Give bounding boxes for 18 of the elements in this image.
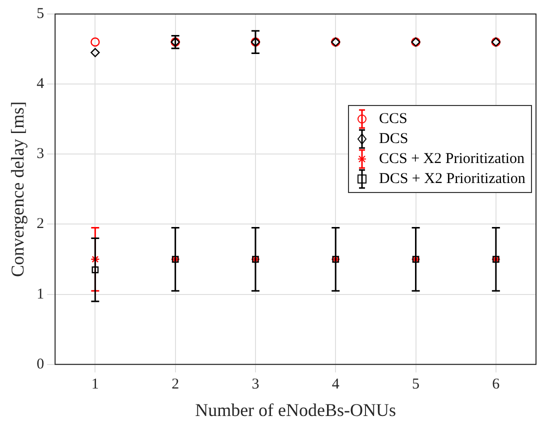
y-tick-label: 2 (36, 216, 44, 232)
y-tick-label: 0 (36, 356, 44, 372)
x-tick-label: 5 (412, 376, 420, 392)
x-tick-label: 1 (91, 376, 99, 392)
y-tick-label: 3 (36, 146, 44, 162)
legend-label: DCS + X2 Prioritization (379, 170, 526, 188)
x-tick-label: 2 (172, 376, 180, 392)
legend-label: CCS + X2 Prioritization (379, 150, 525, 168)
x-tick-label: 6 (492, 376, 500, 392)
x-tick-label: 3 (252, 376, 260, 392)
y-axis-title: Convergence delay [ms] (8, 101, 28, 278)
legend-label: CCS (379, 110, 408, 128)
x-axis-title: Number of eNodeBs-ONUs (195, 400, 396, 420)
y-tick-label: 1 (36, 286, 44, 302)
y-tick-label: 4 (36, 76, 45, 92)
legend-label: DCS (379, 130, 408, 148)
x-tick-label: 4 (332, 376, 340, 392)
y-tick-label: 5 (36, 6, 44, 22)
